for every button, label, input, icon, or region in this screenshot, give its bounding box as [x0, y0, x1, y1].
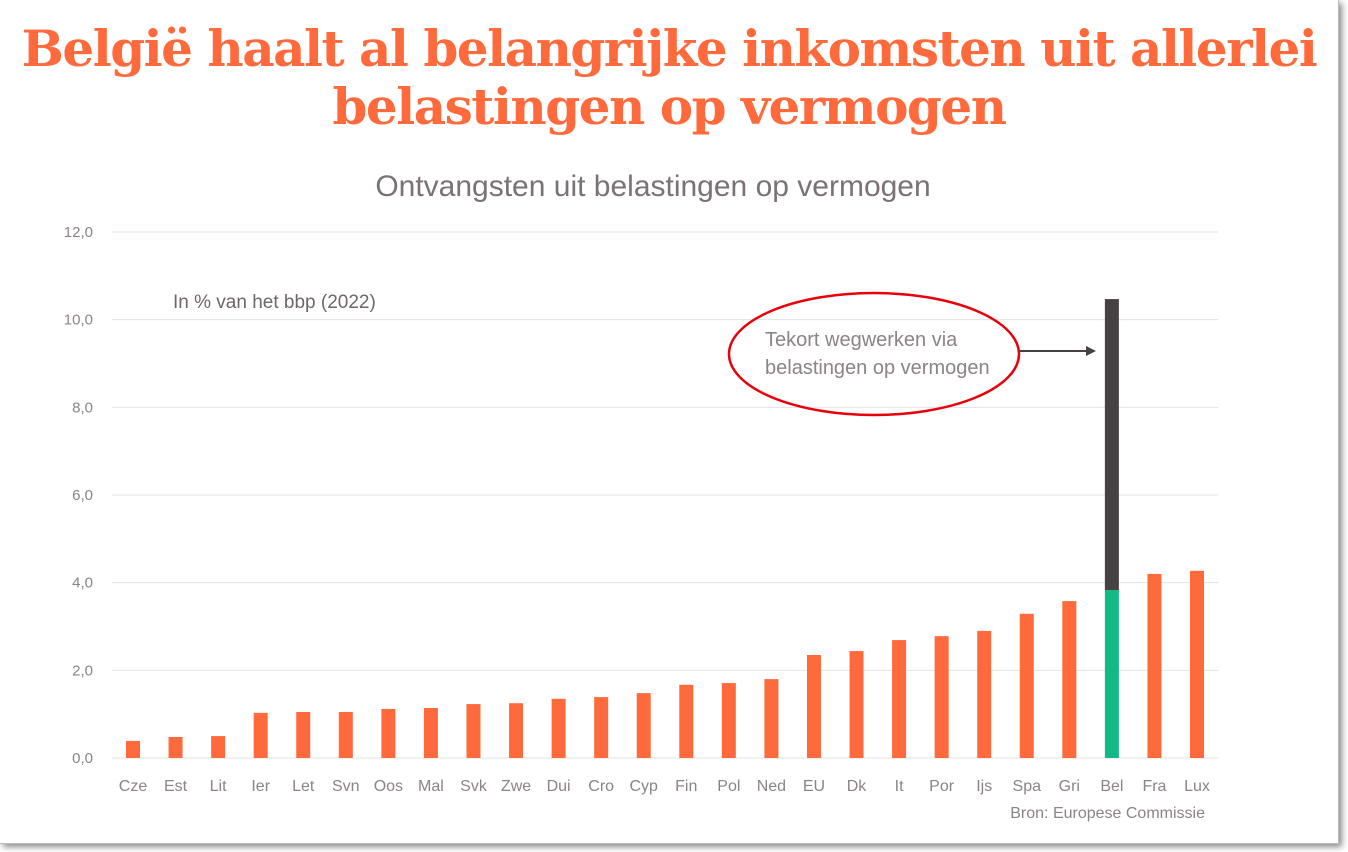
- x-tick-label: Svn: [332, 778, 360, 795]
- x-tick-label: Let: [292, 778, 315, 795]
- chart-subtitle: Ontvangsten uit belastingen op vermogen: [375, 170, 930, 203]
- headline-line-1: België haalt al belangrijke inkomsten ui…: [21, 19, 1318, 78]
- bar-mal: [423, 708, 438, 758]
- x-tick-label: It: [895, 778, 904, 795]
- bar-cze: [126, 740, 140, 758]
- bar-fin: [679, 684, 694, 758]
- bar-eu: [806, 654, 821, 758]
- x-tick-label: Ijs: [976, 778, 992, 795]
- bar-pol: [721, 683, 736, 758]
- x-tick-label: Por: [929, 778, 955, 795]
- x-tick-label: Cro: [588, 778, 614, 795]
- x-tick-label: Ned: [757, 778, 786, 795]
- x-tick-label: Spa: [1013, 778, 1042, 795]
- headline: België haalt al belangrijke inkomsten ui…: [0, 20, 1338, 136]
- bar-it: [892, 640, 907, 758]
- bar-fra: [1147, 573, 1162, 758]
- bar-svk: [466, 704, 481, 758]
- x-tick-label: Cze: [119, 778, 148, 795]
- bar-bel: [1104, 590, 1119, 758]
- x-tick-label: EU: [803, 778, 825, 795]
- x-tick-label: Mal: [418, 778, 444, 795]
- x-tick-label: Est: [164, 778, 188, 795]
- source-note: Bron: Europese Commissie: [1010, 805, 1205, 822]
- x-tick-label: Cyp: [629, 778, 658, 795]
- bar-ijs: [977, 630, 992, 758]
- y-tick-label: 6,0: [72, 487, 93, 504]
- bar-cro: [594, 697, 609, 758]
- bar-gri: [1062, 601, 1077, 758]
- x-tick-label: Lit: [210, 778, 227, 795]
- bar-bel-gap: [1104, 299, 1119, 591]
- bar-lux: [1190, 570, 1204, 758]
- x-tick-label: Ier: [251, 778, 270, 795]
- x-tick-label: Oos: [374, 778, 403, 795]
- x-tick-label: Svk: [460, 778, 488, 795]
- x-tick-label: Dui: [547, 778, 571, 795]
- x-tick-label: Bel: [1100, 778, 1123, 795]
- y-tick-label: 0,0: [72, 750, 93, 767]
- unit-note: In % van het bbp (2022): [173, 292, 376, 313]
- bar-est: [168, 736, 183, 758]
- bar-dk: [849, 651, 864, 758]
- headline-line-2: belastingen op vermogen: [332, 77, 1007, 136]
- annotation-ellipse: [727, 291, 1021, 417]
- annotation-line-1: Tekort wegwerken via: [765, 329, 958, 351]
- x-tick-label: Lux: [1184, 778, 1210, 795]
- bar-dui: [551, 698, 566, 758]
- x-tick-label: Gri: [1059, 778, 1080, 795]
- y-tick-label: 10,0: [64, 312, 93, 329]
- x-tick-label: Zwe: [501, 778, 531, 795]
- bar-svn: [338, 711, 353, 758]
- bar-let: [296, 711, 311, 758]
- y-tick-label: 12,0: [64, 224, 93, 241]
- y-tick-label: 2,0: [72, 662, 93, 679]
- x-tick-label: Fra: [1142, 778, 1166, 795]
- bar-ier: [253, 712, 268, 758]
- x-tick-label: Fin: [675, 778, 697, 795]
- bar-cyp: [636, 693, 651, 758]
- x-tick-label: Dk: [847, 778, 868, 795]
- y-tick-label: 8,0: [72, 399, 93, 416]
- x-tick-label: Pol: [717, 778, 740, 795]
- annotation-line-2: belastingen op vermogen: [765, 357, 990, 379]
- bar-por: [934, 636, 949, 758]
- bar-oos: [381, 708, 396, 758]
- bar-lit: [211, 736, 226, 758]
- bar-spa: [1019, 613, 1034, 758]
- y-tick-label: 4,0: [72, 575, 93, 592]
- bar-ned: [764, 679, 779, 758]
- bar-zwe: [509, 703, 524, 758]
- annotation-arrow-head-icon: [1086, 346, 1096, 356]
